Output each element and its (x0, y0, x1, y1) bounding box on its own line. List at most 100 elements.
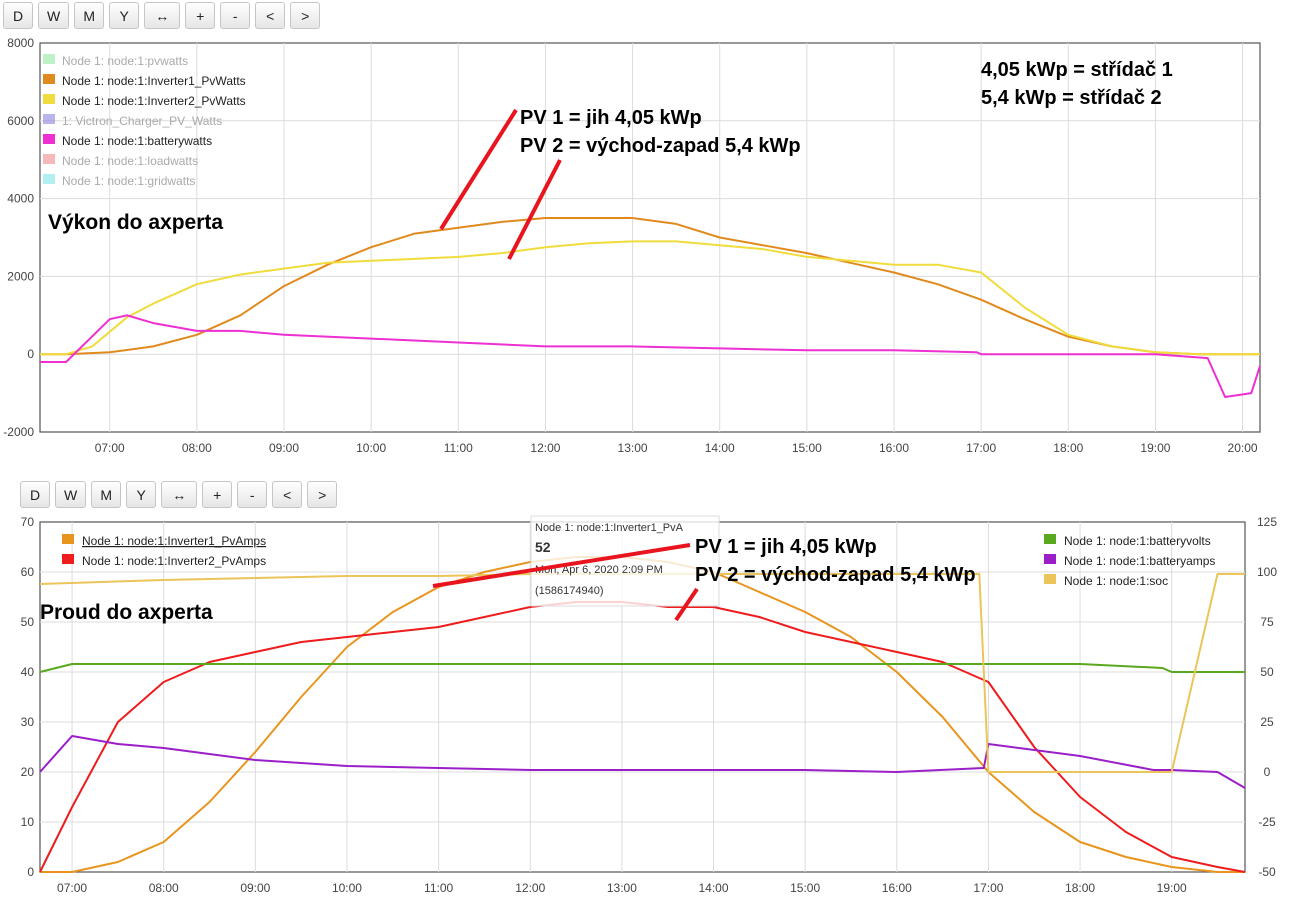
legend-label[interactable]: Node 1: node:1:soc (1064, 574, 1168, 588)
x-tick-label: 10:00 (356, 441, 386, 455)
annotation-inverter1: 4,05 kWp = střídač 1 (981, 59, 1173, 81)
x-tick-label: 13:00 (607, 881, 637, 895)
y2-tick-label: 50 (1260, 665, 1274, 679)
tooltip-series: Node 1: node:1:Inverter1_PvA (535, 522, 684, 534)
x-tick-label: 16:00 (882, 881, 912, 895)
week-button[interactable]: W (55, 481, 87, 508)
top-toolbar: D W M Y ↔ + - < > (3, 2, 321, 29)
x-tick-label: 09:00 (269, 441, 299, 455)
bottom-toolbar: D W M Y ↔ + - < > (20, 481, 338, 508)
zoom-in-button[interactable]: + (185, 2, 216, 29)
legend-swatch[interactable] (1044, 574, 1056, 584)
zoom-in-button[interactable]: + (202, 481, 233, 508)
legend-swatch[interactable] (43, 174, 55, 184)
legend-swatch[interactable] (62, 554, 74, 564)
legend-item-inverter2-pvwatts[interactable]: Node 1: node:1:Inverter2_PvWatts (43, 94, 246, 108)
annotation-pv2: PV 2 = východ-zapad 5,4 kWp (520, 135, 801, 157)
x-tick-label: 14:00 (699, 881, 729, 895)
top-legend: Node 1: node:1:pvwatts Node 1: node:1:In… (43, 54, 246, 188)
legend-item-batteryvolts[interactable]: Node 1: node:1:batteryvolts (1044, 534, 1211, 548)
day-button[interactable]: D (3, 2, 33, 29)
x-tick-label: 08:00 (182, 441, 212, 455)
legend-item-gridwatts[interactable]: Node 1: node:1:gridwatts (43, 174, 195, 188)
y-tick-label: 20 (21, 765, 35, 779)
legend-swatch[interactable] (43, 134, 55, 144)
legend-item-inverter1-pvwatts[interactable]: Node 1: node:1:Inverter1_PvWatts (43, 74, 246, 88)
x-tick-label: 15:00 (790, 881, 820, 895)
y-tick-label: 50 (21, 615, 35, 629)
legend-swatch[interactable] (62, 534, 74, 544)
prev-button[interactable]: < (255, 2, 286, 29)
legend-swatch[interactable] (43, 94, 55, 104)
legend-label[interactable]: Node 1: node:1:loadwatts (62, 154, 198, 168)
y-tick-label: 70 (21, 515, 35, 529)
annotation-arrow-pv2-bottom (674, 587, 699, 622)
legend-item-pvwatts[interactable]: Node 1: node:1:pvwatts (43, 54, 188, 68)
legend-label[interactable]: Node 1: node:1:Inverter2_PvWatts (62, 94, 246, 108)
legend-label[interactable]: Node 1: node:1:Inverter2_PvAmps (82, 554, 266, 568)
legend-label[interactable]: Node 1: node:1:batteryvolts (1064, 534, 1211, 548)
legend-label[interactable]: Node 1: node:1:Inverter1_PvAmps (82, 534, 266, 548)
legend-swatch[interactable] (43, 74, 55, 84)
bottom-legend-right: Node 1: node:1:batteryvolts Node 1: node… (1044, 534, 1215, 588)
legend-label[interactable]: Node 1: node:1:pvwatts (62, 54, 188, 68)
zoom-out-button[interactable]: - (220, 2, 251, 29)
legend-item-soc[interactable]: Node 1: node:1:soc (1044, 574, 1168, 588)
series-line (39, 735, 1246, 789)
legend-swatch[interactable] (43, 114, 55, 124)
legend-label[interactable]: 1: Victron_Charger_PV_Watts (62, 114, 222, 128)
legend-item-inverter2-pvamps[interactable]: Node 1: node:1:Inverter2_PvAmps (62, 554, 266, 568)
legend-label[interactable]: Node 1: node:1:gridwatts (62, 174, 195, 188)
bottom-chart-title: Proud do axperta (40, 601, 213, 624)
legend-swatch[interactable] (1044, 554, 1056, 564)
annotation-inverter2: 5,4 kWp = střídač 2 (981, 87, 1162, 109)
annotation-arrow-pv1-bottom (432, 543, 691, 588)
zoom-out-button[interactable]: - (237, 481, 268, 508)
next-button[interactable]: > (290, 2, 321, 29)
x-tick-label: 07:00 (57, 881, 87, 895)
y-tick-label: 0 (27, 865, 34, 879)
x-tick-label: 11:00 (444, 441, 473, 455)
y2-tick-label: 100 (1257, 565, 1277, 579)
legend-item-loadwatts[interactable]: Node 1: node:1:loadwatts (43, 154, 198, 168)
legend-item-inverter1-pvamps[interactable]: Node 1: node:1:Inverter1_PvAmps (62, 534, 266, 548)
x-tick-label: 17:00 (966, 441, 996, 455)
year-button[interactable]: Y (109, 2, 140, 29)
legend-swatch[interactable] (1044, 534, 1056, 544)
month-button[interactable]: M (74, 2, 105, 29)
y2-tick-label: 75 (1260, 615, 1274, 629)
x-tick-label: 19:00 (1157, 881, 1187, 895)
legend-swatch[interactable] (43, 54, 55, 64)
y-tick-label: 8000 (7, 36, 34, 50)
legend-swatch[interactable] (43, 154, 55, 164)
y-tick-label: 40 (21, 665, 35, 679)
x-tick-label: 09:00 (240, 881, 270, 895)
fit-width-button[interactable]: ↔ (161, 481, 198, 508)
year-button[interactable]: Y (126, 481, 157, 508)
next-button[interactable]: > (307, 481, 338, 508)
y2-tick-label: -50 (1258, 865, 1276, 879)
annotation-arrow-pv1 (439, 108, 518, 231)
legend-label[interactable]: Node 1: node:1:batterywatts (62, 134, 212, 148)
tooltip-epoch: (1586174940) (535, 585, 604, 597)
annotation-pv2-bottom: PV 2 = východ-zapad 5,4 kWp (695, 564, 976, 586)
tooltip-box (530, 515, 720, 607)
x-tick-label: 18:00 (1065, 881, 1095, 895)
bottom-series-layer (39, 556, 1246, 873)
legend-label[interactable]: Node 1: node:1:batteryamps (1064, 554, 1215, 568)
legend-label[interactable]: Node 1: node:1:Inverter1_PvWatts (62, 74, 246, 88)
top-plot-area[interactable] (39, 42, 1261, 433)
x-tick-label: 14:00 (705, 441, 735, 455)
legend-item-batteryamps[interactable]: Node 1: node:1:batteryamps (1044, 554, 1215, 568)
day-button[interactable]: D (20, 481, 50, 508)
legend-item-victron[interactable]: 1: Victron_Charger_PV_Watts (43, 114, 222, 128)
week-button[interactable]: W (38, 2, 70, 29)
prev-button[interactable]: < (272, 481, 303, 508)
y-tick-label: 60 (21, 565, 35, 579)
x-tick-label: 12:00 (530, 441, 560, 455)
fit-width-button[interactable]: ↔ (144, 2, 181, 29)
y-tick-label: 30 (21, 715, 35, 729)
legend-item-batterywatts[interactable]: Node 1: node:1:batterywatts (43, 134, 212, 148)
month-button[interactable]: M (91, 481, 122, 508)
